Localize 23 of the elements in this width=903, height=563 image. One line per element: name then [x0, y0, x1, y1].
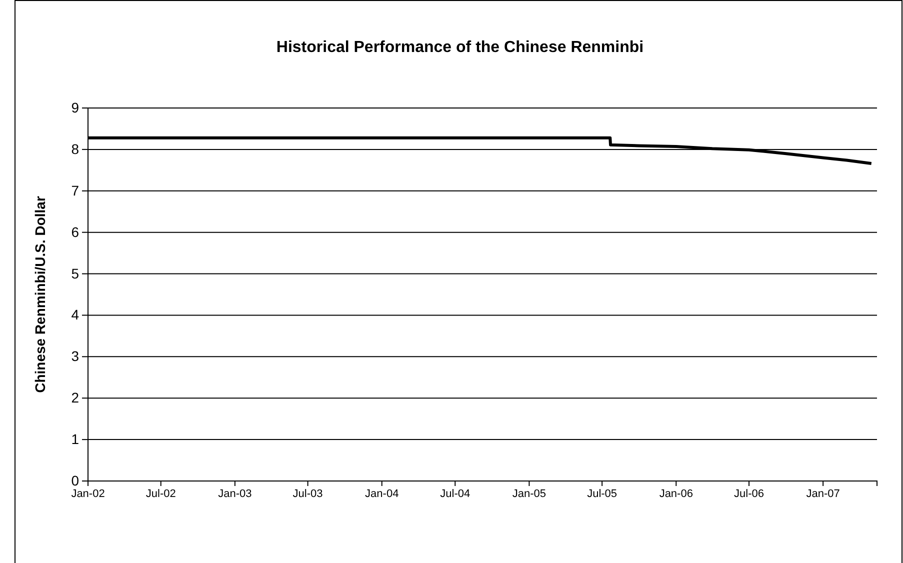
y-tick-label: 1: [71, 431, 80, 448]
y-tick-label: 8: [71, 140, 80, 157]
y-tick-label: 7: [71, 182, 80, 198]
x-tick-label: Jan-03: [218, 488, 252, 500]
y-tick-label: 4: [71, 306, 80, 323]
x-tick-label: Jul-04: [440, 488, 470, 500]
y-tick-label: 5: [71, 265, 80, 282]
x-tick-label: Jan-04: [365, 488, 399, 500]
chart-title: Historical Performance of the Chinese Renminbi: [276, 39, 644, 56]
y-tick-label: 3: [71, 348, 80, 364]
x-tick-label: Jul-05: [587, 488, 618, 500]
y-axis-title: Chinese Renminbi/U.S. Dollar: [32, 196, 48, 393]
x-tick-label: Jan-07: [806, 488, 840, 500]
x-tick-label: Jul-06: [734, 488, 764, 500]
y-tick-label: 2: [71, 390, 80, 406]
x-tick-label: Jul-03: [292, 488, 323, 500]
y-tick-label: 6: [71, 224, 80, 240]
x-tick-label: Jan-06: [659, 488, 693, 500]
y-tick-label: 9: [71, 99, 80, 116]
x-tick-label: Jan-02: [71, 488, 105, 500]
x-tick-label: Jul-02: [146, 488, 176, 500]
x-tick-label: Jan-05: [512, 488, 546, 500]
y-tick-label: 0: [71, 472, 80, 488]
